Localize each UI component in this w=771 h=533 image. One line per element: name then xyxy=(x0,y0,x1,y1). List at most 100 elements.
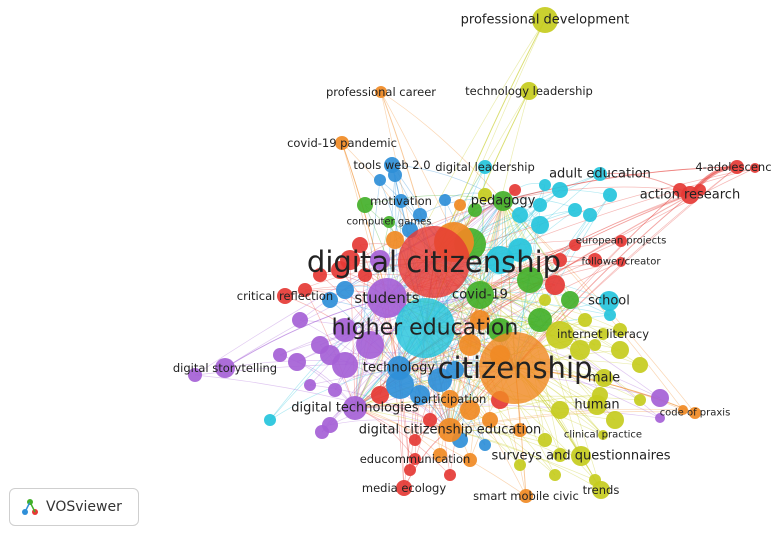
label-follower-creator[interactable]: follower/creator xyxy=(582,257,662,268)
label-educommunication[interactable]: educommunication xyxy=(360,452,471,466)
network-node[interactable] xyxy=(460,400,480,420)
node-participation[interactable] xyxy=(441,390,459,408)
network-node[interactable] xyxy=(486,246,514,274)
network-node[interactable] xyxy=(482,412,498,428)
vosviewer-logo[interactable]: VOSviewer xyxy=(9,488,139,526)
node-motivation[interactable] xyxy=(394,194,408,208)
network-node[interactable] xyxy=(553,253,567,267)
node-covid-19-pandemic[interactable] xyxy=(335,136,349,150)
network-node[interactable] xyxy=(546,321,574,349)
network-node[interactable] xyxy=(634,394,646,406)
network-node[interactable] xyxy=(613,323,627,337)
node-smart-mobile-civic[interactable] xyxy=(519,489,533,503)
label-media-ecology[interactable]: media ecology xyxy=(362,481,446,495)
network-node[interactable] xyxy=(454,199,466,211)
label-surveys-and-questionnaires[interactable]: surveys and questionnaires xyxy=(491,449,670,464)
network-node[interactable] xyxy=(549,469,561,481)
network-node[interactable] xyxy=(514,459,526,471)
network-node[interactable] xyxy=(444,469,456,481)
node-professional-development[interactable] xyxy=(532,7,558,33)
network-node[interactable] xyxy=(538,433,552,447)
network-node[interactable] xyxy=(357,197,373,213)
node-pedagogy[interactable] xyxy=(493,191,513,211)
label-action-research[interactable]: action research xyxy=(640,188,740,203)
node-educommunication[interactable] xyxy=(409,453,421,465)
network-node[interactable] xyxy=(340,250,360,270)
network-node[interactable] xyxy=(570,340,590,360)
network-node[interactable] xyxy=(678,405,688,415)
network-node[interactable] xyxy=(568,203,582,217)
label-4-adolescence[interactable]: 4-adolescence xyxy=(695,160,771,174)
network-node[interactable] xyxy=(352,237,368,253)
node-european-projects[interactable] xyxy=(615,235,627,247)
label-digital-leadership[interactable]: digital leadership xyxy=(435,160,535,174)
label-clinical-practice[interactable]: clinical practice xyxy=(564,430,642,441)
network-node[interactable] xyxy=(533,198,547,212)
node-students[interactable] xyxy=(367,278,407,318)
network-node[interactable] xyxy=(552,182,568,198)
network-node[interactable] xyxy=(508,238,532,262)
network-node[interactable] xyxy=(404,464,416,476)
label-motivation[interactable]: motivation xyxy=(370,194,432,208)
network-node[interactable] xyxy=(356,331,384,359)
node-digital-storytelling[interactable] xyxy=(215,358,235,378)
label-code-of-praxis[interactable]: code of praxis xyxy=(660,408,731,419)
node-computer-games[interactable] xyxy=(383,216,395,228)
network-node[interactable] xyxy=(561,291,579,309)
network-node[interactable] xyxy=(551,401,569,419)
network-node[interactable] xyxy=(292,312,308,328)
label-digital-technologies[interactable]: digital technologies xyxy=(291,401,419,416)
network-node[interactable] xyxy=(409,434,421,446)
network-node[interactable] xyxy=(313,268,327,282)
node-code-of-praxis[interactable] xyxy=(689,407,701,419)
label-adult-education[interactable]: adult education xyxy=(549,167,651,182)
network-node[interactable] xyxy=(531,216,549,234)
node-clinical-practice[interactable] xyxy=(598,430,608,440)
network-node[interactable] xyxy=(358,268,372,282)
network-node[interactable] xyxy=(333,318,357,342)
node-human[interactable] xyxy=(587,395,607,415)
network-node[interactable] xyxy=(569,239,581,251)
network-node[interactable] xyxy=(517,267,543,293)
network-node[interactable] xyxy=(528,308,552,332)
label-participation[interactable]: participation xyxy=(414,392,487,406)
label-digital-citizenship[interactable]: digital citizenship xyxy=(307,245,561,279)
network-node[interactable] xyxy=(513,423,527,437)
label-computer-games[interactable]: computer games xyxy=(347,217,432,228)
network-node[interactable] xyxy=(288,353,306,371)
network-node[interactable] xyxy=(304,379,316,391)
network-node[interactable] xyxy=(459,334,481,356)
label-professional-development[interactable]: professional development xyxy=(461,13,630,28)
network-node[interactable] xyxy=(428,368,452,392)
network-node[interactable] xyxy=(298,283,312,297)
label-internet-literacy[interactable]: internet literacy xyxy=(557,327,649,341)
node-professional-career[interactable] xyxy=(375,86,387,98)
network-node[interactable] xyxy=(328,383,342,397)
network-node[interactable] xyxy=(386,231,404,249)
node-surveys-and-questionnaires[interactable] xyxy=(571,446,591,466)
network-node[interactable] xyxy=(463,453,477,467)
network-node[interactable] xyxy=(604,309,616,321)
node-digital-citizenship[interactable] xyxy=(398,226,470,298)
network-node[interactable] xyxy=(374,174,386,186)
network-node[interactable] xyxy=(468,203,482,217)
label-students[interactable]: students xyxy=(354,289,419,307)
node-technology-leadership[interactable] xyxy=(520,82,538,100)
network-node[interactable] xyxy=(509,184,521,196)
node-digital-technologies[interactable] xyxy=(343,396,367,420)
node-4-adolescence[interactable] xyxy=(730,160,744,174)
label-digital-citizenship-education[interactable]: digital citizenship education xyxy=(359,423,542,438)
node-tools-web-2-0[interactable] xyxy=(384,157,400,173)
node-male[interactable] xyxy=(595,369,613,387)
node-higher-education[interactable] xyxy=(395,298,455,358)
node-adult-education[interactable] xyxy=(593,167,607,181)
network-node[interactable] xyxy=(539,294,551,306)
network-node[interactable] xyxy=(332,352,358,378)
network-node[interactable] xyxy=(410,385,430,405)
node-digital-citizenship-education[interactable] xyxy=(438,418,462,442)
network-node[interactable] xyxy=(273,348,287,362)
label-male[interactable]: male xyxy=(588,371,620,386)
node-covid-19[interactable] xyxy=(466,281,494,309)
node-trends[interactable] xyxy=(592,481,610,499)
